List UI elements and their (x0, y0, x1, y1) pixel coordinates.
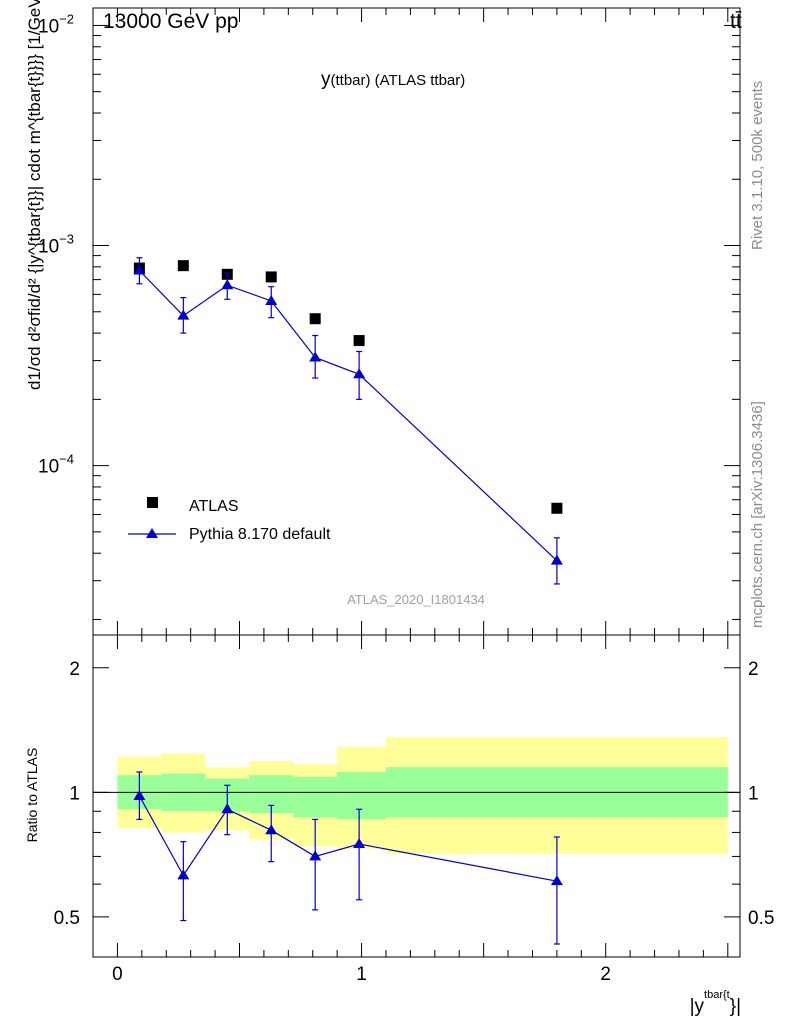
ratio-frame (92, 634, 741, 958)
ratio-point (221, 803, 234, 814)
ratio-tick-labels: 2 2 1 1 0.5 0.5 0 1 2 (54, 659, 775, 985)
atlas-point (353, 335, 365, 347)
main-ytick-label: 10−4 (38, 452, 74, 478)
ratio-ticks (93, 635, 740, 958)
main-ticks (93, 8, 740, 635)
ratio-ytick-label-left: 0.5 (54, 908, 80, 929)
ratio-point (265, 824, 278, 835)
pythia-point (265, 294, 278, 305)
ratio-band-inner (337, 771, 386, 820)
ratio-ylabel: Ratio to ATLAS (24, 748, 40, 843)
legend-atlas-label: ATLAS (189, 498, 239, 515)
main-ylabel: d1/σd d²σfid/d² {|y^{tbar{t}}| cdot m^{t… (25, 0, 44, 390)
ratio-point (309, 850, 322, 861)
analysis-label: ATLAS_2020_I1801434 (347, 592, 485, 607)
pythia-point (353, 368, 366, 379)
main-ytick-label: 10−2 (38, 11, 74, 37)
ratio-point (353, 838, 366, 849)
pythia-point (177, 309, 190, 320)
pythia-point (550, 554, 563, 565)
legend-pythia-marker (146, 528, 158, 538)
ratio-series (133, 771, 563, 945)
main-series (133, 257, 563, 585)
process-label: tt̄ (730, 10, 742, 33)
ratio-band-inner (293, 776, 338, 818)
main-ytick-label: 10−3 (38, 232, 74, 258)
pythia-point (221, 279, 234, 290)
ratio-point (133, 789, 146, 800)
ratio-point (550, 875, 563, 886)
ratio-ytick-label-left: 1 (69, 783, 80, 804)
legend-atlas-marker (147, 497, 158, 508)
atlas-point (265, 271, 277, 283)
main-plot-title: y(ttbar) (ATLAS ttbar) (321, 69, 465, 90)
ratio-ytick-label-right: 2 (748, 659, 759, 680)
ratio-ytick-label-left: 2 (69, 659, 80, 680)
main-ytick-labels: 10−2 10−3 10−4 (38, 11, 74, 477)
ratio-xtick-label: 2 (600, 964, 611, 985)
legend: ATLAS Pythia 8.170 default (128, 497, 331, 543)
ratio-ytick-label-right: 1 (748, 783, 759, 804)
ratio-xtick-label: 1 (356, 964, 367, 985)
ratio-xtick-label: 0 (112, 964, 123, 985)
ratio-bands (117, 737, 728, 854)
atlas-point (309, 313, 321, 325)
mcplots-label: mcplots.cern.ch [arXiv:1306.3436] (749, 401, 766, 628)
ratio-point (177, 869, 190, 880)
rivet-label: Rivet 3.1.10, 500k events (749, 81, 766, 250)
legend-pythia-label: Pythia 8.170 default (189, 526, 331, 543)
ratio-panel: 2 2 1 1 0.5 0.5 0 1 2 Ratio to ATLAS |ytbar{t}| (24, 634, 775, 1017)
main-panel: 10−2 10−3 10−4 y(ttbar) (ATLAS ttbar) ATLA… (25, 0, 741, 636)
pythia-point (133, 264, 146, 275)
ratio-xlabel: |ytbar{t}| (690, 989, 741, 1017)
pythia-line (138, 270, 558, 562)
atlas-point (177, 260, 189, 272)
atlas-point (551, 502, 563, 514)
ratio-ytick-label-right: 0.5 (748, 908, 774, 929)
pythia-point (309, 351, 322, 362)
energy-label: 13000 GeV pp (103, 10, 238, 33)
